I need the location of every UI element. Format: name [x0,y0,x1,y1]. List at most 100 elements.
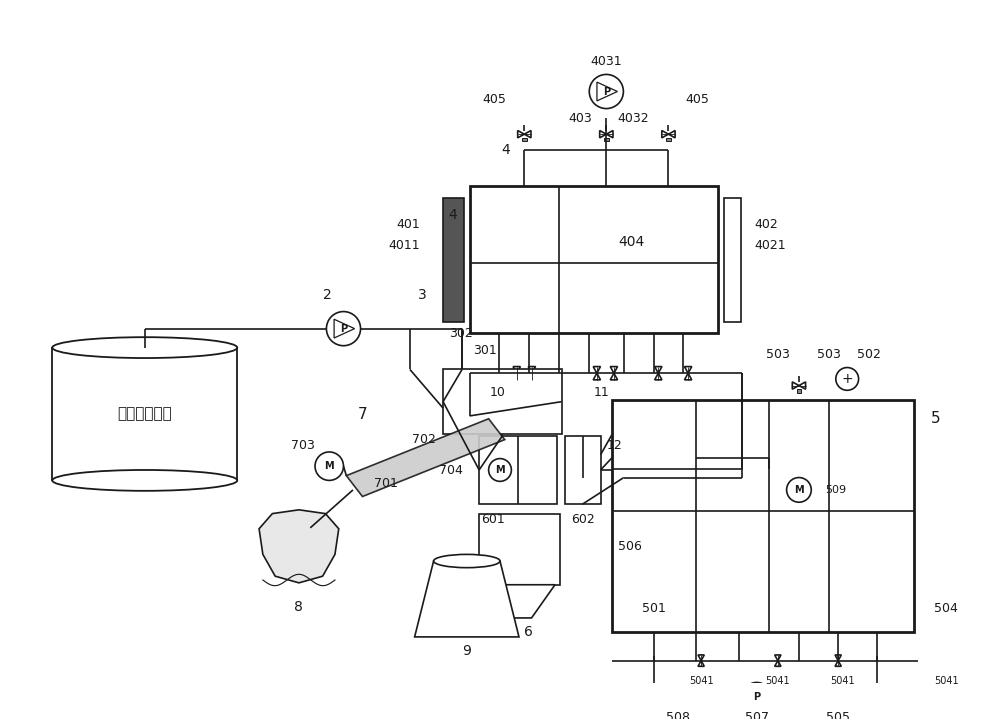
Text: 6: 6 [524,625,533,639]
Polygon shape [799,382,806,389]
Text: 5041: 5041 [766,677,790,687]
Bar [522,138,527,141]
Bar [479,513,560,585]
Text: M: M [324,461,334,471]
Bar [666,138,671,141]
Polygon shape [606,131,613,138]
Bar [724,198,741,322]
Polygon shape [655,373,662,380]
Polygon shape [334,319,355,338]
Polygon shape [415,561,519,637]
Bar [470,186,718,334]
Text: 503: 503 [766,348,790,361]
Text: 3: 3 [418,288,427,303]
Polygon shape [775,661,781,667]
Polygon shape [528,373,536,380]
Text: P: P [753,692,760,702]
Text: 704: 704 [439,464,463,477]
Text: 702: 702 [412,433,436,446]
Text: 403: 403 [568,111,592,124]
Polygon shape [528,367,536,373]
Text: 7: 7 [358,406,367,421]
Ellipse shape [52,470,237,491]
Text: 11: 11 [594,385,609,399]
Polygon shape [749,689,766,705]
Text: 602: 602 [571,513,594,526]
Polygon shape [684,373,692,380]
Text: 404: 404 [618,235,644,249]
Text: 507: 507 [745,711,769,719]
Circle shape [787,477,811,502]
Polygon shape [518,131,524,138]
Text: 待处理污物源: 待处理污物源 [117,406,172,421]
Polygon shape [835,655,841,661]
Polygon shape [346,418,505,497]
Bar [565,436,601,504]
Ellipse shape [434,554,500,568]
Bar [52,347,237,480]
Text: 4031: 4031 [591,55,622,68]
Bar [612,400,914,632]
Polygon shape [835,661,841,667]
Text: +: + [841,372,853,386]
Circle shape [315,452,343,480]
Polygon shape [513,373,520,380]
Text: 703: 703 [291,439,315,452]
Polygon shape [259,510,339,583]
Polygon shape [662,131,668,138]
Polygon shape [775,655,781,661]
Bar [479,436,557,504]
Text: 504: 504 [934,602,958,615]
Polygon shape [684,367,692,373]
Text: 301: 301 [473,344,496,357]
Text: 505: 505 [826,711,850,719]
Text: 402: 402 [754,218,778,231]
Text: M: M [794,485,804,495]
Ellipse shape [52,337,237,358]
Circle shape [742,682,771,711]
Bar [443,370,562,434]
Polygon shape [610,373,618,380]
Polygon shape [610,367,618,373]
Text: 2: 2 [323,288,332,303]
Text: 5: 5 [931,411,940,426]
Polygon shape [593,367,600,373]
Text: 4021: 4021 [754,239,786,252]
Polygon shape [524,131,531,138]
Text: 405: 405 [685,93,709,106]
Text: M: M [495,465,505,475]
Text: 401: 401 [397,218,420,231]
Circle shape [589,75,623,109]
Text: 502: 502 [857,348,881,361]
Text: 601: 601 [481,513,505,526]
Text: 4032: 4032 [617,111,649,124]
Polygon shape [597,82,617,101]
Polygon shape [484,585,555,618]
Text: 4011: 4011 [389,239,420,252]
Text: 9: 9 [462,644,471,658]
Polygon shape [593,373,600,380]
Polygon shape [600,131,606,138]
Text: 302: 302 [449,327,473,340]
Text: 701: 701 [374,477,398,490]
Text: P: P [603,86,610,96]
Circle shape [326,311,361,346]
Text: 4: 4 [501,143,510,157]
Text: 508: 508 [666,711,690,719]
Text: 405: 405 [482,93,506,106]
Polygon shape [698,661,704,667]
Polygon shape [668,131,675,138]
Text: 5041: 5041 [934,677,959,687]
Text: 501: 501 [642,602,666,615]
Text: 4: 4 [448,208,457,221]
Text: 503: 503 [817,348,841,361]
Text: 5041: 5041 [831,677,855,687]
Text: 8: 8 [294,600,303,613]
Bar [604,138,609,141]
Text: 509: 509 [826,485,847,495]
Text: 10: 10 [490,385,506,399]
Text: 12: 12 [607,439,623,452]
Text: P: P [340,324,347,334]
Polygon shape [698,655,704,661]
Text: 5041: 5041 [689,677,713,687]
